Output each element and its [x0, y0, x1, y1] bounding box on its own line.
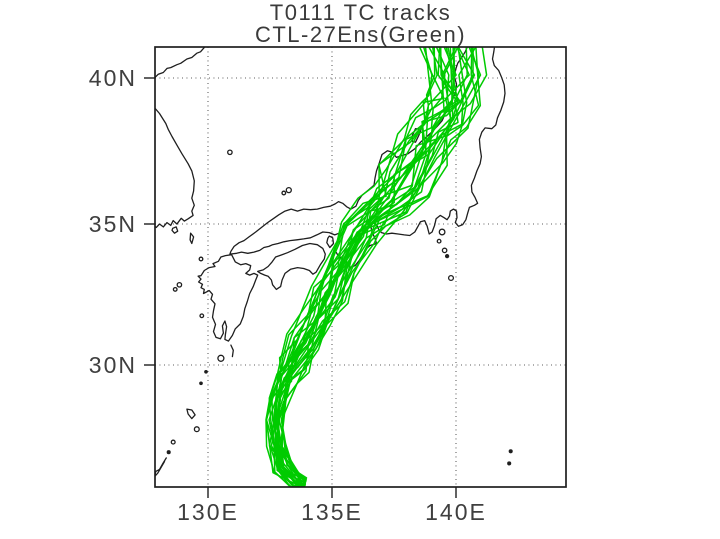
island-dot — [198, 256, 204, 262]
coastline-tsushima — [189, 232, 195, 245]
coastline-okinawa — [155, 457, 167, 478]
island-dot — [204, 369, 208, 374]
coastline-awaji — [326, 235, 335, 249]
island-dot — [508, 449, 513, 454]
ensemble-track — [276, 47, 446, 487]
x-tick-label: 135E — [301, 499, 363, 525]
island-dot — [176, 281, 183, 288]
coastline-shikoku — [257, 242, 326, 291]
island-dot — [199, 381, 203, 386]
coastline-tanegashima — [230, 344, 234, 358]
coastline-korea-east-coast — [155, 107, 195, 229]
coastline-geoje — [171, 226, 179, 234]
tracks-layer — [265, 47, 488, 487]
ensemble-track — [275, 47, 468, 483]
ensemble-track — [272, 47, 461, 486]
ensemble-track — [277, 47, 459, 484]
y-tick-label: 40N — [89, 65, 137, 91]
island-dot — [444, 253, 450, 259]
ensemble-track — [277, 47, 459, 487]
figure-title: T0111 TC tracks — [269, 0, 452, 25]
island-dot — [227, 149, 233, 156]
island-dot — [166, 450, 171, 455]
island-dot — [199, 313, 205, 319]
y-tick-label: 30N — [89, 352, 137, 378]
island-dot — [436, 238, 442, 244]
island-dot — [507, 461, 512, 466]
x-tick-label: 130E — [177, 499, 239, 525]
coastline-mainland-ne-asia — [155, 47, 206, 79]
island-dot — [438, 228, 446, 236]
ensemble-track — [270, 47, 462, 487]
island-dot — [172, 286, 178, 292]
coastline-sado — [411, 128, 422, 143]
coastline-amami-oshima — [186, 408, 196, 420]
y-tick-label: 35N — [89, 211, 137, 237]
island-dot — [193, 426, 200, 433]
x-tick-label: 140E — [425, 499, 487, 525]
figure-subtitle: CTL-27Ens(Green) — [254, 22, 467, 47]
gridlines-layer — [155, 47, 566, 487]
ticks-layer — [144, 77, 457, 498]
island-dot — [285, 186, 292, 194]
island-dot — [441, 247, 448, 254]
plot-frame — [154, 46, 567, 488]
island-dot — [447, 274, 455, 282]
ensemble-track — [268, 47, 450, 487]
coastline-kyushu — [197, 254, 259, 342]
ensemble-track — [280, 47, 482, 482]
island-dot — [281, 190, 287, 196]
island-dot — [217, 354, 225, 362]
island-dot — [170, 439, 176, 445]
tick-labels-layer: 130E 135E 140E 30N 35N 40N — [89, 65, 487, 525]
ensemble-track — [275, 47, 468, 480]
